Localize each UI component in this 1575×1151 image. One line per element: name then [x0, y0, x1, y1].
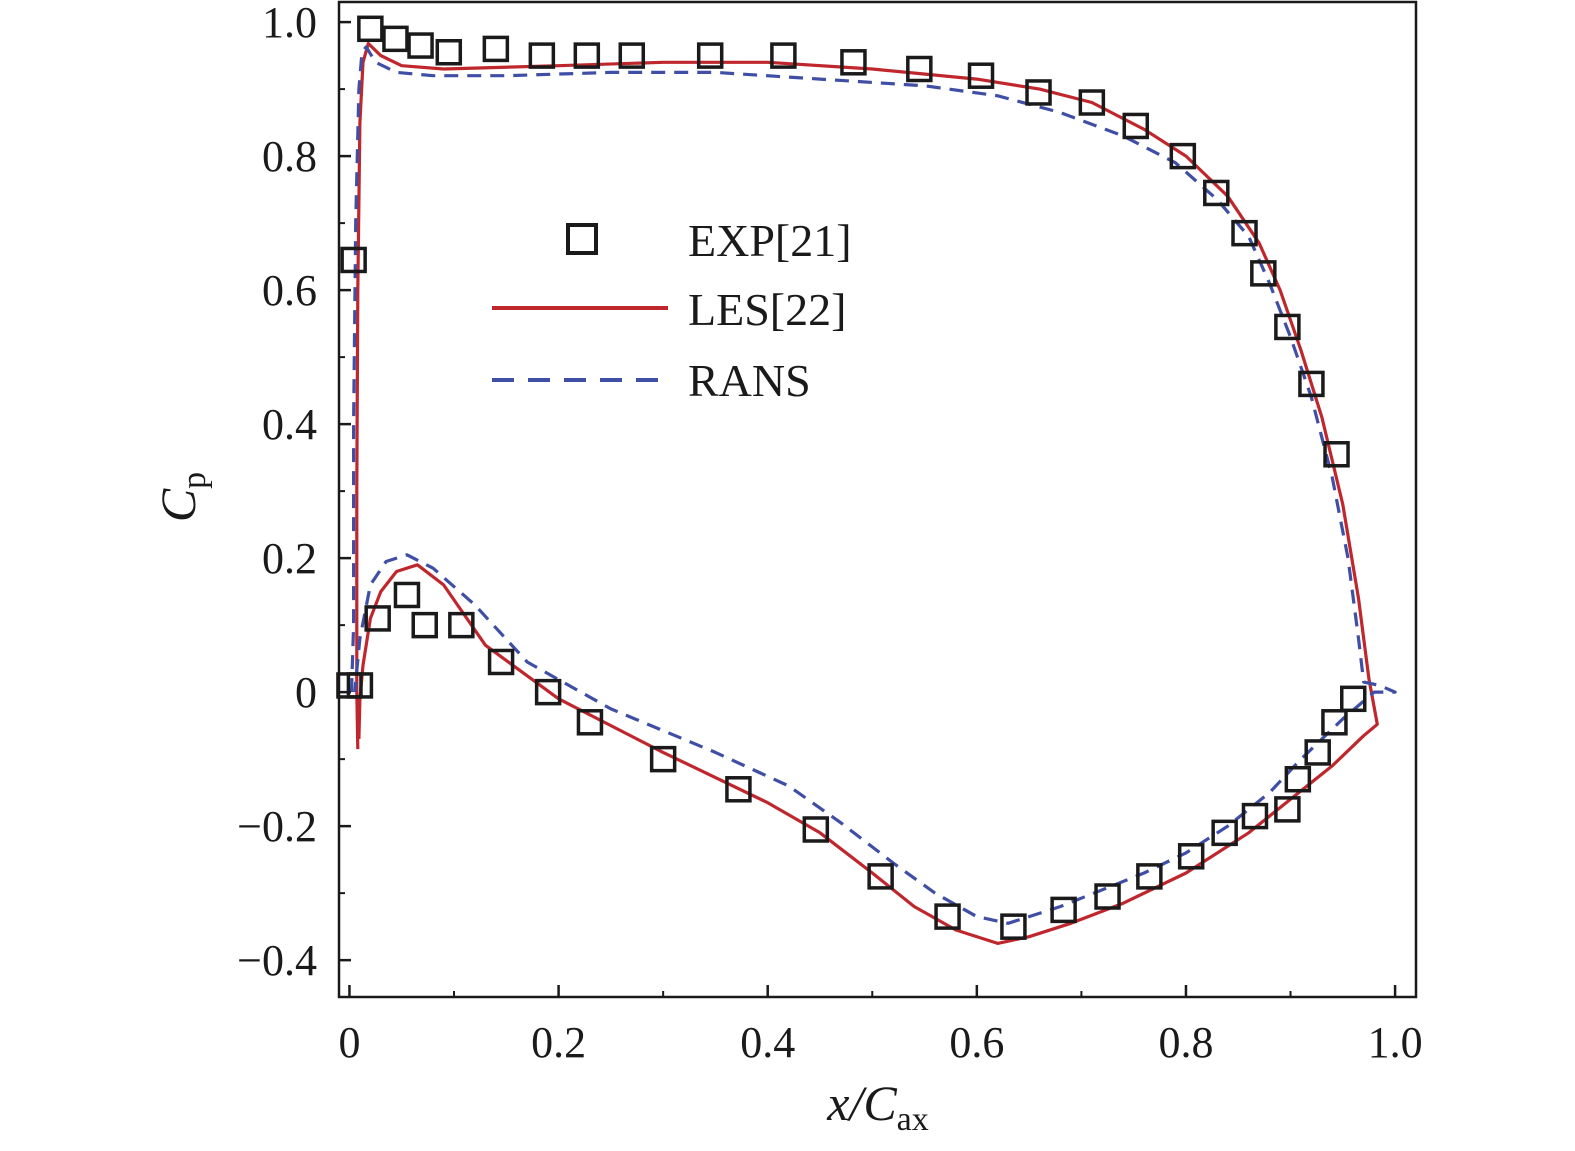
exp-marker — [1284, 765, 1312, 793]
x-axis-label: x/Cax — [826, 1075, 929, 1138]
exp-marker — [1274, 313, 1301, 341]
y-tick-label: 1.0 — [262, 0, 317, 47]
exp-marker — [967, 62, 995, 89]
exp-marker — [1211, 819, 1238, 847]
exp-marker — [1078, 89, 1106, 116]
exp-marker — [1000, 913, 1027, 940]
les-line — [355, 41, 1379, 945]
y-axis-label-main: C — [150, 488, 206, 522]
exp-marker — [1094, 883, 1121, 910]
exp-marker — [534, 678, 562, 706]
x-tick-label: 0.2 — [531, 1018, 586, 1067]
y-tick-label: 0.6 — [262, 266, 317, 315]
exp-marker — [1340, 685, 1367, 713]
y-axis-label-sub: p — [176, 472, 213, 489]
exp-marker — [1177, 843, 1205, 870]
rans-series — [349, 45, 1397, 925]
exp-marker — [576, 709, 604, 736]
exp-marker — [411, 611, 438, 639]
exp-marker — [618, 42, 646, 69]
exp-marker — [346, 672, 374, 699]
exp-marker — [725, 776, 752, 803]
exp-marker — [482, 35, 510, 63]
y-tick-label: −0.2 — [237, 802, 317, 851]
legend-rans-label: RANS — [688, 355, 811, 406]
x-tick-label: 0.8 — [1158, 1018, 1213, 1067]
exp-marker — [357, 15, 384, 43]
exp-marker — [1274, 796, 1301, 823]
exp-marker — [1250, 260, 1277, 287]
exp-marker — [1323, 441, 1350, 468]
exp-marker — [1321, 709, 1348, 736]
legend-exp-marker — [566, 223, 598, 255]
exp-marker — [407, 32, 434, 59]
y-tick-label: 0.8 — [262, 132, 317, 181]
y-tick-label: −0.4 — [237, 936, 317, 985]
exp-marker — [1304, 739, 1331, 766]
exp-marker — [382, 25, 409, 53]
y-tick-label: 0.4 — [262, 400, 317, 449]
exp-series — [336, 15, 1367, 940]
exp-marker — [934, 903, 961, 930]
rans-line — [349, 45, 1397, 925]
exp-marker — [1231, 219, 1258, 247]
axis-ticks — [339, 20, 1397, 997]
exp-marker — [448, 611, 475, 639]
exp-marker — [1136, 863, 1163, 890]
exp-marker — [340, 246, 367, 274]
exp-marker — [770, 42, 797, 69]
exp-marker — [1025, 79, 1052, 106]
exp-marker — [1122, 112, 1150, 140]
axis-tick-labels: 0 0.2 0.4 0.6 0.8 1.0 −0.4 −0.2 0 0.2 0.4 0.6 0.8 1.0 — [237, 0, 1422, 1067]
exp-marker — [364, 605, 391, 632]
y-tick-label: 0.2 — [262, 534, 317, 583]
x-tick-label: 0.6 — [949, 1018, 1004, 1067]
y-tick-label: 0 — [295, 668, 317, 717]
legend-exp-label: EXP[21] — [688, 215, 852, 266]
exp-marker — [435, 39, 463, 66]
exp-marker — [649, 745, 677, 773]
y-axis-label: Cp — [150, 472, 213, 522]
exp-marker — [840, 49, 867, 76]
x-tick-label: 0 — [338, 1018, 360, 1067]
les-series — [355, 41, 1379, 945]
exp-marker — [867, 863, 894, 890]
exp-marker — [573, 42, 601, 69]
exp-marker — [1241, 802, 1269, 830]
exp-marker — [528, 42, 556, 69]
exp-marker — [487, 648, 515, 676]
plot-area-frame — [337, 0, 1418, 999]
legend: EXP[21] LES[22] RANS — [492, 215, 852, 406]
x-axis-label-sub: ax — [897, 1101, 929, 1138]
exp-marker — [1169, 142, 1197, 170]
exp-marker — [696, 42, 724, 69]
x-tick-label: 1.0 — [1368, 1018, 1423, 1067]
exp-marker — [906, 55, 933, 83]
exp-marker — [393, 581, 421, 609]
exp-marker — [1298, 370, 1325, 398]
legend-les-label: LES[22] — [688, 284, 846, 335]
exp-marker — [802, 816, 830, 843]
x-tick-label: 0.4 — [740, 1018, 795, 1067]
exp-marker — [1203, 179, 1230, 207]
x-axis-label-main: x/C — [826, 1075, 897, 1131]
exp-marker — [1050, 896, 1077, 924]
